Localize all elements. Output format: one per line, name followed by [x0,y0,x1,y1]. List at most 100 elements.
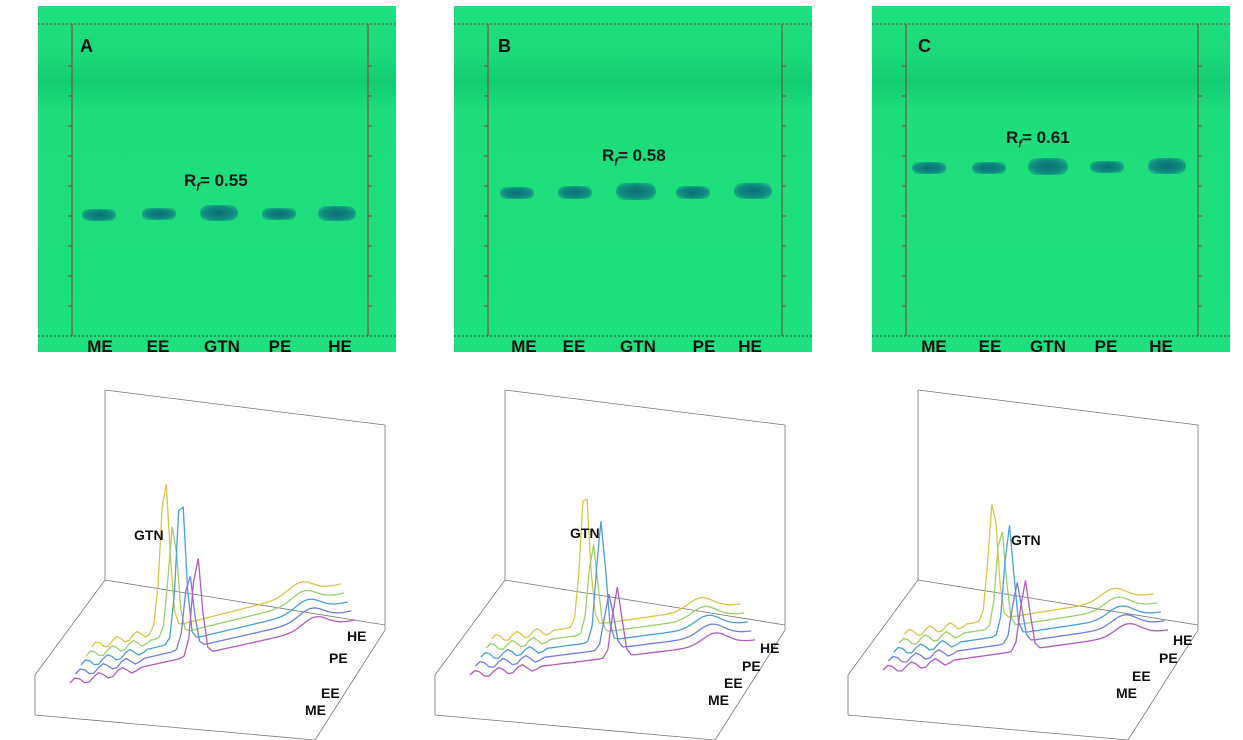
plate-frame-c [872,23,1230,337]
spot-gtn [200,205,238,221]
lane-label-he: HE [738,337,762,352]
lane-label-he: HE [328,337,352,352]
trace-label-pe: PE [742,658,761,674]
spot-he [1148,158,1186,174]
trace-label-ee: EE [1132,668,1151,684]
panel-letter: C [918,36,931,56]
tlc-plate-a: A Rf= 0.55 ME EE GTN PE HE [38,6,396,352]
spot-ee [142,208,176,220]
densitogram-a-svg [34,389,386,740]
densitogram-frame-line [504,579,786,626]
lane-label-gtn: GTN [204,337,240,352]
trace-gtn [480,521,748,659]
lane-label-ee: EE [562,337,586,352]
trace-ee [74,576,352,675]
trace-pe [485,544,745,650]
lane-label-me: ME [87,337,113,352]
rf-label: Rf= 0.58 [602,146,666,168]
trace-he [904,504,1154,636]
densitogram-c: GTN HE PE EE ME [843,375,1243,740]
trace-label-ee: EE [321,685,340,701]
trace-me [69,558,356,684]
densitogram-frame-line [714,629,786,740]
lane-label-me: ME [921,337,947,352]
densitogram-frame-line [314,629,386,740]
gtn-peak-label: GTN [134,527,164,543]
densitogram-frame-line [104,389,386,426]
spot-me [500,187,534,199]
tlc-plate-c: C Rf= 0.61 ME EE GTN PE HE [872,6,1230,352]
rf-prefix: R [184,171,197,190]
rf-prefix: R [1006,128,1019,147]
plate-frame-a [38,23,396,337]
densitogram-b-svg [434,389,786,740]
gtn-peak-label: GTN [570,525,600,541]
rf-prefix: R [602,146,615,165]
spot-he [734,183,772,199]
densitogram-frame-line [504,389,786,426]
densitogram-frame-line [917,389,1199,426]
plate-top-band [38,6,396,24]
densitogram-c-svg [847,389,1199,740]
spot-gtn [616,183,656,200]
rf-text: = 0.61 [1021,128,1070,147]
trace-me [882,580,1169,672]
trace-label-he: HE [1173,632,1193,648]
panel-letter: A [80,36,93,56]
rf-sub: f [196,181,200,194]
spot-me [82,209,116,221]
tlc-plate-b: B Rf= 0.58 ME EE GTN PE HE [454,6,812,352]
lane-label-gtn: GTN [620,337,656,352]
densitogram-frame-line [104,579,386,626]
plate-top-band [872,6,1230,24]
trace-ee [474,593,752,668]
trace-label-me: ME [1116,685,1137,701]
spot-pe [262,208,296,220]
spot-pe [676,186,710,199]
densitogram-frame-line [917,579,1199,626]
trace-pe [898,531,1158,645]
plate-frame-b [454,23,812,337]
trace-pe [85,526,345,657]
densitogram-frame-line [847,579,919,676]
lane-label-pe: PE [268,337,292,352]
densitogram-frame-line [434,579,506,676]
densitogram-b: GTN HE PE EE ME [430,375,830,740]
lane-label-pe: PE [692,337,716,352]
trace-label-pe: PE [1159,650,1178,666]
gtn-peak-label: GTN [1011,532,1041,548]
plate-top-band [454,6,812,24]
rf-label: Rf= 0.55 [184,171,248,193]
densitogram-frame-line [434,714,716,740]
lane-label-ee: EE [978,337,1002,352]
trace-label-he: HE [760,640,780,656]
densitogram-a: GTN HE PE EE ME [30,375,430,740]
lane-label-gtn: GTN [1030,337,1066,352]
lane-label-he: HE [1149,337,1173,352]
trace-he [491,498,741,641]
trace-gtn [893,525,1161,654]
densitogram-frame-line [34,579,106,676]
rf-label: Rf= 0.61 [1006,128,1070,150]
spot-me [912,162,946,174]
spot-gtn [1028,158,1068,175]
spot-ee [972,162,1006,174]
densitogram-frame-line [847,714,1129,740]
spot-pe [1090,161,1124,173]
trace-ee [887,582,1165,663]
trace-label-pe: PE [329,650,348,666]
trace-me [469,586,756,677]
densitogram-frame-line [34,714,316,740]
rf-sub: f [614,156,618,169]
densitogram-frame-line [1127,629,1199,740]
lane-label-pe: PE [1094,337,1118,352]
lane-label-me: ME [511,337,537,352]
trace-label-me: ME [708,692,729,708]
panel-letter: B [498,36,511,56]
trace-he [91,484,341,648]
trace-label-he: HE [347,628,367,644]
rf-sub: f [1018,138,1022,151]
spot-ee [558,186,592,199]
rf-text: = 0.58 [617,146,666,165]
trace-gtn [80,505,348,666]
